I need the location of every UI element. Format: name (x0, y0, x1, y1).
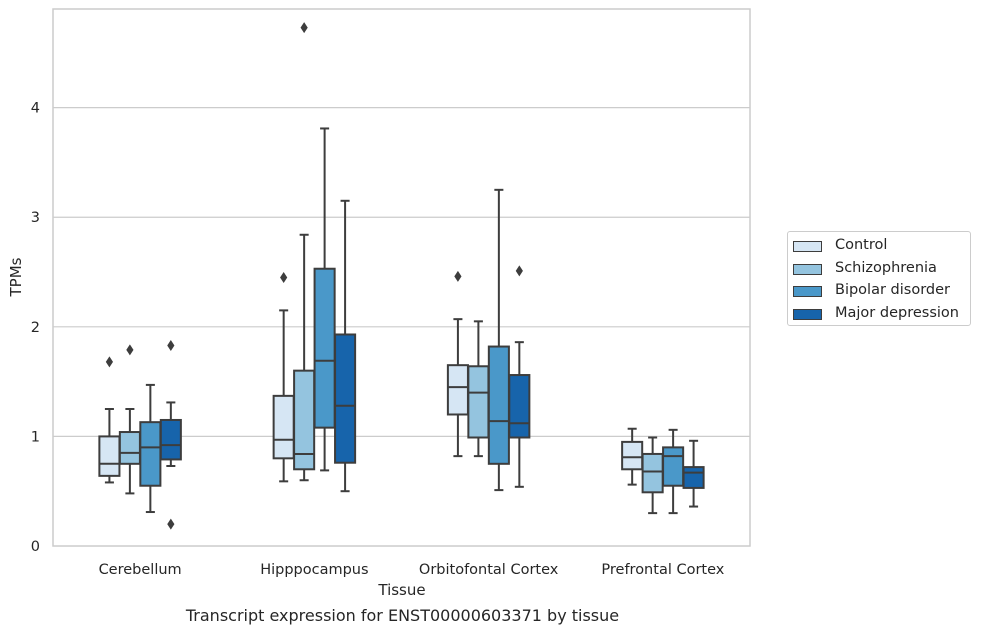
legend-swatch (793, 308, 822, 320)
x-tick-label: Orbitofontal Cortex (419, 562, 559, 578)
legend-label: Bipolar disorder (835, 282, 950, 298)
box-iqr (313, 267, 336, 429)
legend-swatch (793, 263, 822, 275)
outlier-point (515, 265, 523, 277)
outlier-point (454, 270, 462, 282)
x-axis-label: Tissue (377, 581, 425, 599)
box-bipolar-disorder (662, 428, 685, 515)
plot-frame (52, 8, 751, 547)
legend-item: Bipolar disorder (788, 281, 970, 304)
x-tick-label: Cerebellum (99, 562, 182, 578)
outlier-point (280, 272, 288, 283)
y-tick-label: 4 (31, 101, 40, 117)
x-tick-labels: Cerebellum Hipppocampus Orbitofontal Corte… (99, 562, 725, 578)
box-major-depression (334, 199, 357, 493)
box-control (446, 270, 469, 458)
legend-item: Control (788, 236, 970, 259)
box-iqr (662, 446, 685, 487)
box-iqr (139, 421, 162, 487)
outlier-point (300, 22, 308, 34)
box-iqr (272, 394, 295, 460)
legend-label: Schizophrenia (835, 259, 937, 276)
box-iqr (508, 374, 531, 439)
y-axis-label: TPMs (7, 257, 25, 297)
outlier-point (167, 339, 175, 351)
outlier-point (105, 356, 114, 368)
legend-swatch (793, 286, 822, 297)
boxplot-marks (98, 22, 705, 530)
box-iqr (621, 440, 644, 471)
legend-label: Major depression (835, 304, 959, 321)
box-iqr (487, 345, 510, 465)
box-iqr (641, 452, 664, 494)
figure-caption: Transcript expression for ENST0000060337… (185, 606, 620, 625)
box-schizophrenia (118, 344, 141, 495)
x-tick-label: Hipppocampus (260, 562, 368, 578)
legend-swatch (793, 241, 822, 252)
legend-item: Schizophrenia (788, 259, 970, 282)
box-schizophrenia (293, 22, 316, 482)
legend-label: Control (835, 237, 888, 253)
y-tick-label: 0 (31, 539, 40, 555)
box-iqr (118, 431, 141, 465)
box-control (621, 427, 644, 486)
outlier-point (167, 518, 175, 530)
y-tick-labels: 0 1 2 3 4 (31, 101, 40, 555)
legend: Control Schizophrenia Bipolar disorder Majo… (787, 231, 971, 326)
y-tick-label: 3 (31, 210, 40, 226)
box-bipolar-disorder (139, 383, 162, 514)
box-major-depression (682, 439, 705, 508)
box-schizophrenia (641, 436, 664, 515)
box-major-depression (159, 339, 182, 530)
box-major-depression (508, 265, 531, 488)
box-bipolar-disorder (487, 188, 510, 492)
box-iqr (98, 435, 121, 477)
y-tick-label: 1 (31, 429, 40, 445)
box-control (272, 272, 295, 483)
box-control (98, 356, 121, 484)
y-tick-label: 2 (31, 320, 40, 336)
outlier-point (126, 344, 134, 356)
box-iqr (159, 418, 182, 461)
x-tick-label: Prefrontal Cortex (601, 562, 724, 578)
box-bipolar-disorder (313, 127, 336, 472)
box-iqr (467, 365, 490, 439)
box-iqr (334, 333, 357, 464)
gridlines (53, 107, 750, 438)
box-schizophrenia (467, 320, 490, 458)
legend-item: Major depression (788, 304, 970, 327)
box-iqr (446, 364, 469, 416)
box-iqr (682, 466, 705, 489)
